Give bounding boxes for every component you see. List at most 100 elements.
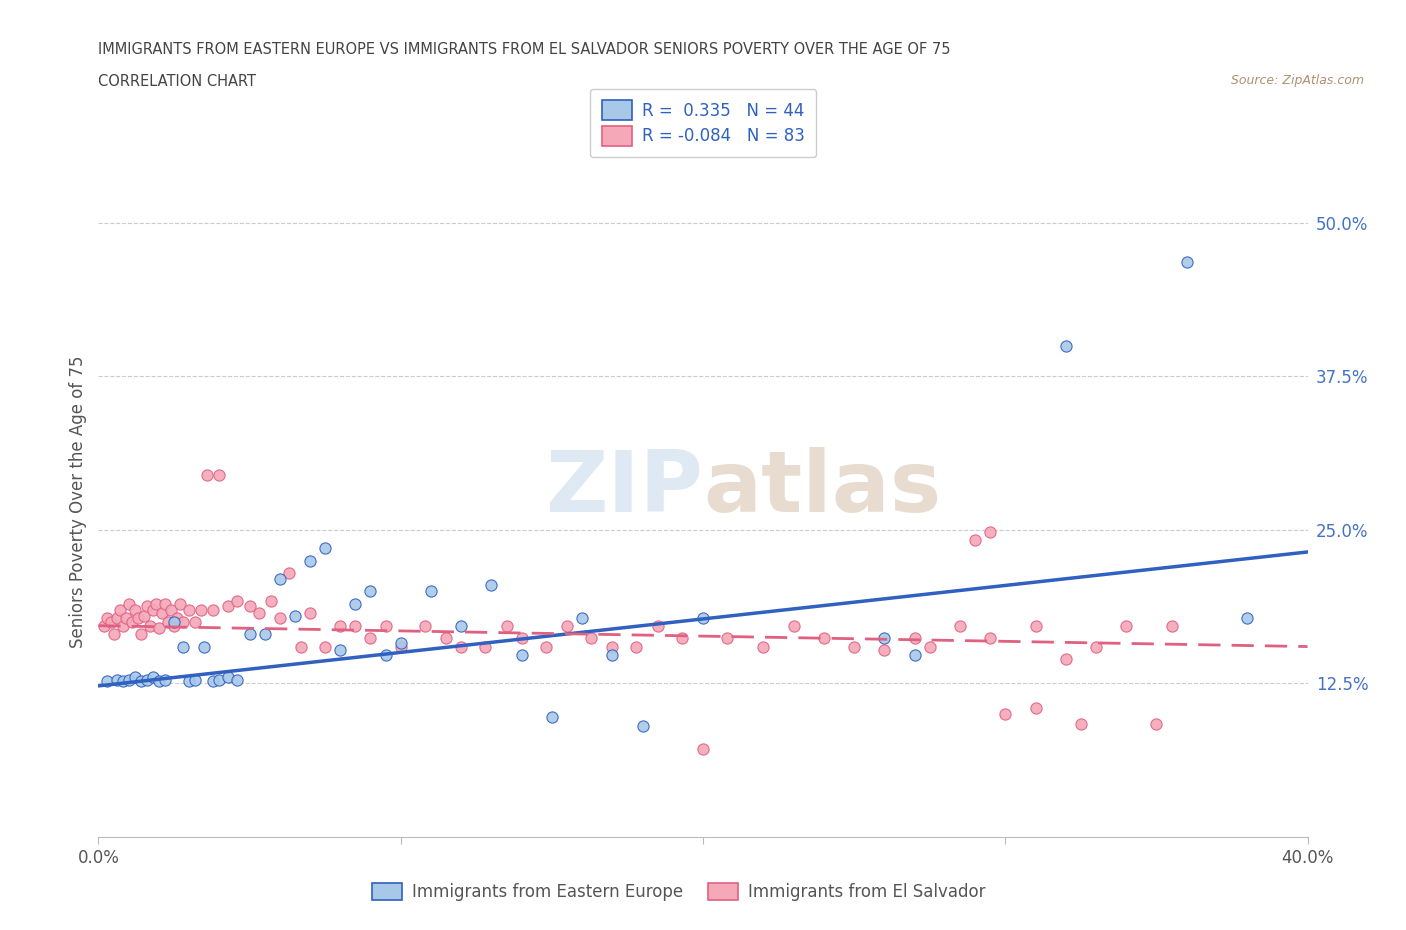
Point <box>314 541 336 556</box>
Point <box>217 670 239 684</box>
Point <box>269 611 291 626</box>
Point <box>299 553 322 568</box>
Point <box>111 673 134 688</box>
Point <box>247 606 270 621</box>
Point <box>135 672 157 687</box>
Point <box>534 639 557 654</box>
Text: IMMIGRANTS FROM EASTERN EUROPE VS IMMIGRANTS FROM EL SALVADOR SENIORS POVERTY OV: IMMIGRANTS FROM EASTERN EUROPE VS IMMIGR… <box>98 42 950 57</box>
Point <box>150 606 173 621</box>
Point <box>1175 255 1198 270</box>
Point <box>118 672 141 687</box>
Point <box>1070 716 1092 731</box>
Point <box>1160 618 1182 633</box>
Y-axis label: Seniors Poverty Over the Age of 75: Seniors Poverty Over the Age of 75 <box>69 356 87 648</box>
Point <box>344 596 367 611</box>
Point <box>419 584 441 599</box>
Point <box>184 615 207 630</box>
Point <box>226 672 249 687</box>
Point <box>1054 339 1077 353</box>
Text: atlas: atlas <box>703 447 941 530</box>
Point <box>96 611 118 626</box>
Point <box>994 707 1017 722</box>
Point <box>108 603 131 618</box>
Point <box>100 615 122 630</box>
Point <box>284 608 307 623</box>
Point <box>96 673 118 688</box>
Point <box>153 672 176 687</box>
Point <box>918 639 941 654</box>
Point <box>190 603 212 618</box>
Point <box>495 618 517 633</box>
Point <box>260 593 283 608</box>
Point <box>127 611 149 626</box>
Point <box>626 639 648 654</box>
Point <box>752 639 775 654</box>
Point <box>671 631 693 645</box>
Point <box>360 631 382 645</box>
Point <box>389 639 412 654</box>
Point <box>329 643 352 658</box>
Point <box>139 618 162 633</box>
Text: CORRELATION CHART: CORRELATION CHART <box>98 74 256 89</box>
Point <box>510 647 533 662</box>
Point <box>184 672 207 687</box>
Point <box>253 627 276 642</box>
Point <box>172 615 194 630</box>
Point <box>299 606 322 621</box>
Point <box>239 599 262 614</box>
Point <box>602 639 624 654</box>
Point <box>202 673 225 688</box>
Point <box>269 572 291 587</box>
Point <box>602 647 624 662</box>
Point <box>208 672 231 687</box>
Point <box>103 627 125 642</box>
Point <box>813 631 835 645</box>
Legend: Immigrants from Eastern Europe, Immigrants from El Salvador: Immigrants from Eastern Europe, Immigran… <box>364 874 994 909</box>
Point <box>135 599 157 614</box>
Point <box>148 620 170 635</box>
Point <box>450 618 472 633</box>
Point <box>177 603 201 618</box>
Point <box>716 631 738 645</box>
Point <box>965 532 987 547</box>
Point <box>329 618 352 633</box>
Point <box>904 631 927 645</box>
Point <box>208 467 231 482</box>
Point <box>692 611 714 626</box>
Point <box>782 618 804 633</box>
Text: Source: ZipAtlas.com: Source: ZipAtlas.com <box>1230 74 1364 87</box>
Point <box>979 631 1001 645</box>
Point <box>124 603 146 618</box>
Point <box>132 608 155 623</box>
Point <box>314 639 336 654</box>
Point <box>1054 651 1077 666</box>
Point <box>114 611 136 626</box>
Point <box>105 611 128 626</box>
Point <box>217 599 239 614</box>
Point <box>121 615 143 630</box>
Point <box>93 618 115 633</box>
Point <box>169 596 191 611</box>
Point <box>571 611 593 626</box>
Point <box>481 578 503 592</box>
Point <box>239 627 262 642</box>
Point <box>129 627 152 642</box>
Point <box>844 639 866 654</box>
Point <box>344 618 367 633</box>
Point <box>226 593 249 608</box>
Point <box>374 647 396 662</box>
Point <box>450 639 472 654</box>
Point <box>579 631 602 645</box>
Point <box>156 615 179 630</box>
Point <box>692 741 714 756</box>
Point <box>129 673 152 688</box>
Point <box>195 467 218 482</box>
Point <box>904 647 927 662</box>
Point <box>160 603 183 618</box>
Point <box>540 710 562 724</box>
Point <box>111 618 134 633</box>
Point <box>163 615 186 630</box>
Point <box>949 618 972 633</box>
Point <box>555 618 578 633</box>
Point <box>142 603 165 618</box>
